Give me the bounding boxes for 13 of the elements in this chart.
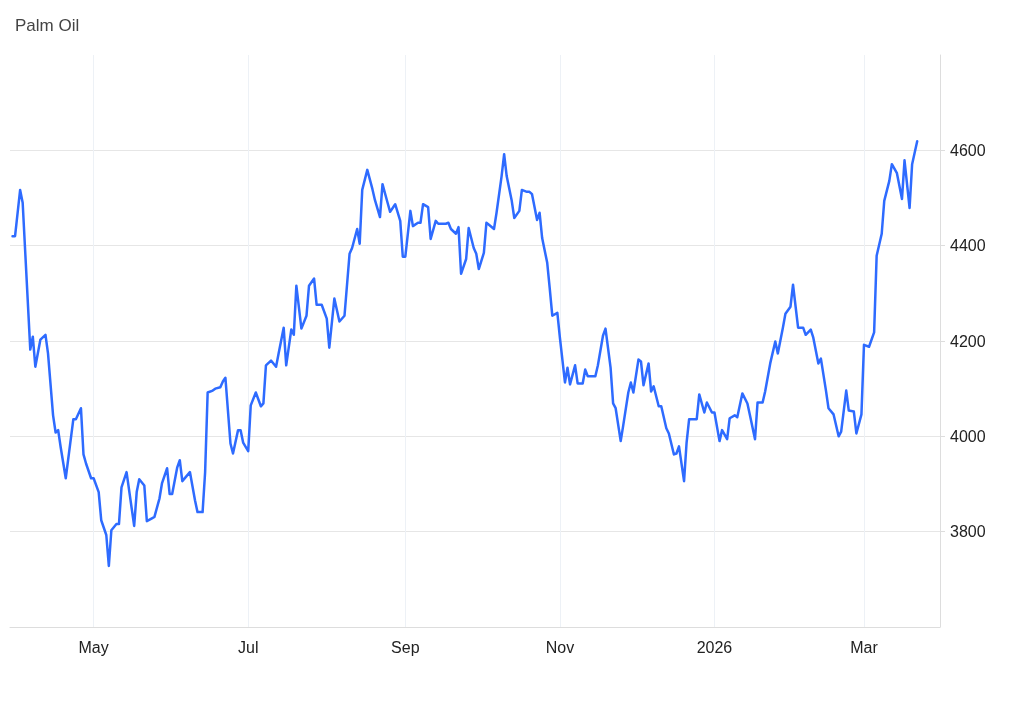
- y-tick-label: 3800: [950, 523, 986, 541]
- x-tick-label: May: [78, 638, 109, 656]
- x-tick-label: Nov: [545, 638, 575, 656]
- x-tick-label: Sep: [391, 638, 420, 656]
- y-tick-label: 4000: [950, 427, 986, 445]
- chart-title: Palm Oil: [15, 16, 80, 35]
- y-tick-label: 4200: [950, 332, 986, 350]
- x-tick-label: Mar: [850, 638, 879, 656]
- x-tick-label: 2026: [696, 638, 733, 656]
- y-tick-label: 4400: [950, 237, 986, 255]
- y-tick-label: 4600: [950, 141, 986, 159]
- x-tick-label: Jul: [237, 638, 259, 656]
- line-series: [11, 140, 919, 568]
